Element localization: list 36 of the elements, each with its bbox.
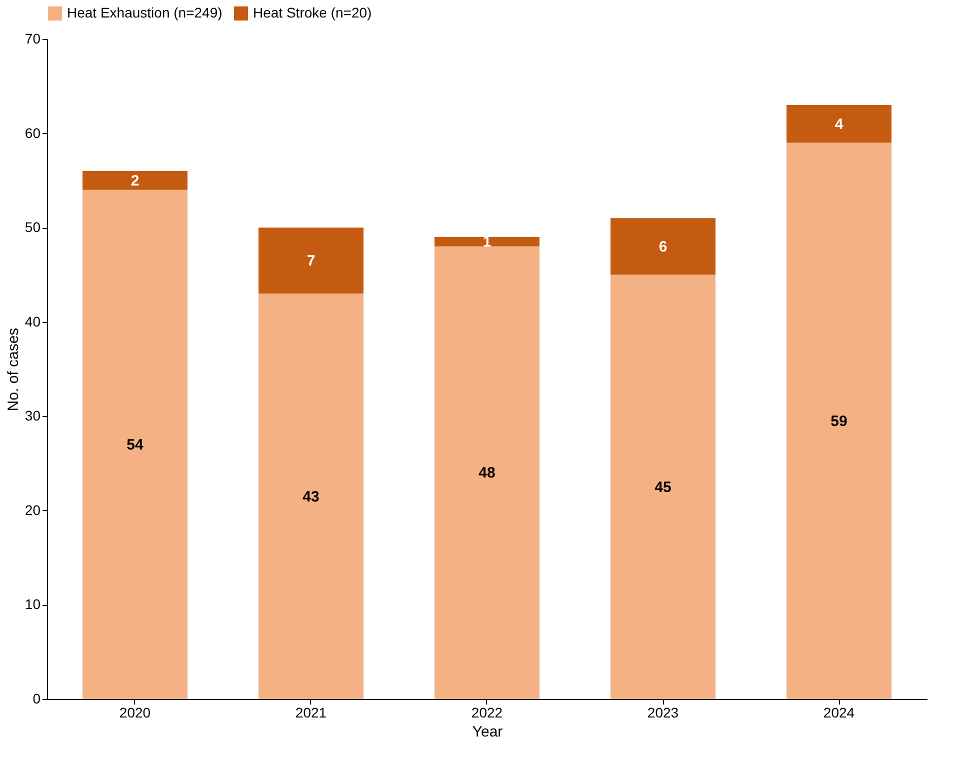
bar [258, 294, 364, 699]
x-tick-label: 2020 [119, 704, 151, 720]
y-tick-label: 50 [24, 219, 41, 236]
y-tick-label: 70 [24, 30, 41, 46]
y-axis-title: No. of cases [4, 328, 22, 412]
y-tick-label: 60 [24, 124, 41, 141]
data-label: 45 [654, 478, 672, 496]
legend-label: Heat Exhaustion (n=249) [67, 4, 222, 20]
data-label: 7 [306, 252, 316, 270]
y-tick-label: 20 [24, 502, 41, 518]
data-label: 6 [658, 238, 668, 256]
bar [786, 105, 892, 143]
bar [434, 246, 540, 699]
bar [786, 142, 892, 699]
x-tick-label: 2023 [647, 704, 679, 720]
y-tick-label: 30 [24, 408, 41, 424]
bar [610, 218, 716, 275]
bar [82, 171, 188, 190]
y-tick-label: 10 [24, 596, 41, 612]
bar [258, 228, 364, 294]
y-tick-label: 0 [32, 690, 41, 706]
x-axis-title: Year [472, 724, 503, 740]
data-label: 54 [126, 436, 144, 454]
legend-label: Heat Stroke (n=20) [253, 4, 372, 20]
data-label: 43 [302, 488, 320, 506]
x-tick-label: 2022 [471, 704, 503, 720]
bar [610, 274, 716, 699]
x-tick-label: 2021 [295, 704, 327, 720]
data-label: 48 [478, 464, 496, 482]
data-label: 4 [834, 116, 844, 133]
data-label: 2 [130, 172, 140, 190]
data-label: 59 [830, 412, 848, 430]
x-tick-label: 2024 [823, 704, 855, 720]
bar [82, 190, 188, 699]
y-tick-label: 40 [24, 313, 41, 330]
bar [434, 237, 540, 246]
